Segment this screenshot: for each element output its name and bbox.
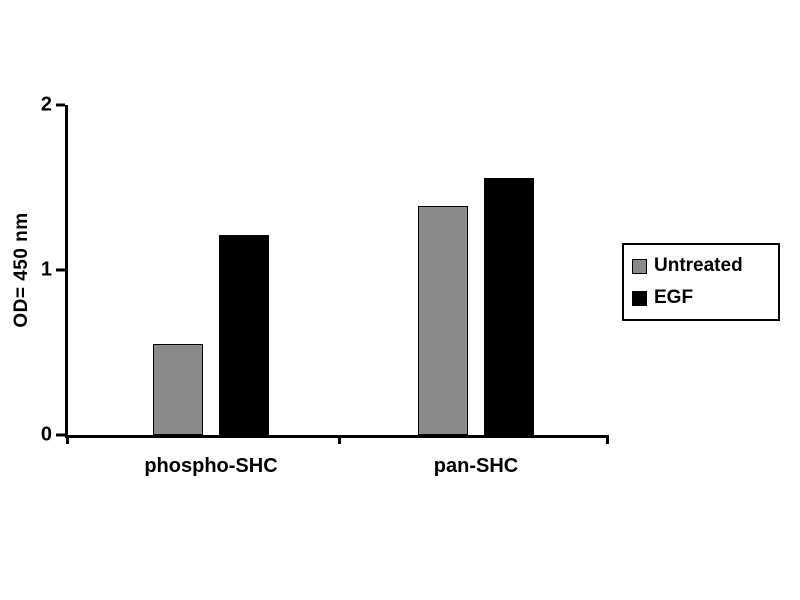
legend-label-untreated: Untreated	[654, 255, 743, 276]
y-tick-mark	[56, 268, 65, 272]
y-tick-mark	[56, 433, 65, 437]
y-tick-label-1: 1	[40, 258, 52, 281]
bar-phospho-shc-egf	[219, 235, 269, 435]
x-tick-mark	[338, 435, 341, 444]
x-tick-mark	[66, 435, 69, 444]
y-tick-label-0: 0	[40, 423, 52, 446]
legend-label-egf: EGF	[654, 287, 694, 308]
category-label-pan-shc: pan-SHC	[433, 455, 519, 477]
legend-item-untreated: Untreated	[632, 255, 770, 277]
legend-swatch-untreated	[632, 258, 647, 274]
y-tick-mark	[56, 103, 65, 107]
legend-swatch-egf	[632, 290, 647, 306]
plot-area	[65, 105, 608, 438]
x-tick-mark	[606, 435, 609, 444]
category-label-phospho-shc: phospho-SHC	[144, 455, 278, 477]
y-tick-label-2: 2	[40, 93, 52, 116]
legend-item-egf: EGF	[632, 287, 770, 309]
bar-pan-shc-untreated	[418, 206, 468, 435]
bar-phospho-shc-untreated	[153, 344, 203, 435]
bar-pan-shc-egf	[484, 178, 534, 435]
legend: Untreated EGF	[622, 243, 780, 321]
